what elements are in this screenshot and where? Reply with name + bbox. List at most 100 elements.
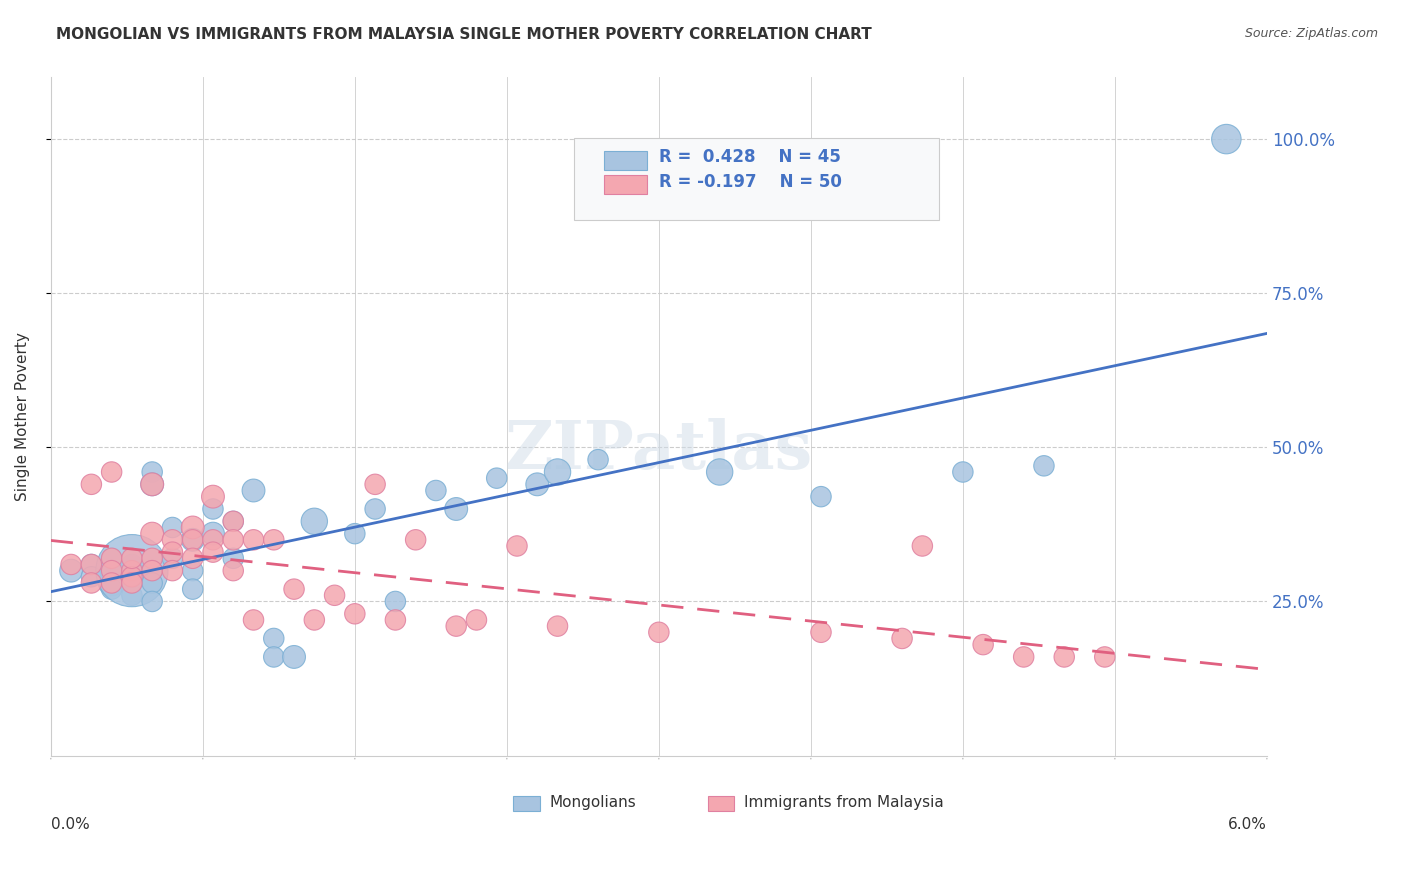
Point <box>141 564 163 578</box>
Point <box>526 477 548 491</box>
Point <box>323 588 346 602</box>
Y-axis label: Single Mother Poverty: Single Mother Poverty <box>15 332 30 501</box>
Point <box>80 558 103 572</box>
Text: R = -0.197    N = 50: R = -0.197 N = 50 <box>659 173 842 191</box>
Point <box>121 570 143 584</box>
Point <box>162 520 184 534</box>
Point <box>201 533 224 547</box>
Point <box>100 551 122 566</box>
Point <box>121 576 143 591</box>
Point <box>709 465 731 479</box>
Text: 0.0%: 0.0% <box>51 816 90 831</box>
Point <box>1094 649 1116 664</box>
Point <box>100 551 122 566</box>
Text: R =  0.428    N = 45: R = 0.428 N = 45 <box>659 148 841 167</box>
Point <box>384 613 406 627</box>
Point <box>181 520 204 534</box>
Text: Source: ZipAtlas.com: Source: ZipAtlas.com <box>1244 27 1378 40</box>
Point <box>485 471 508 485</box>
Point <box>263 533 285 547</box>
FancyBboxPatch shape <box>707 797 734 811</box>
Point <box>222 514 245 528</box>
Point <box>121 564 143 578</box>
Point <box>162 533 184 547</box>
Point <box>405 533 427 547</box>
Point <box>1012 649 1035 664</box>
Point <box>1032 458 1054 473</box>
Point <box>201 502 224 516</box>
Point <box>222 564 245 578</box>
Point <box>141 564 163 578</box>
Point <box>162 551 184 566</box>
Point <box>952 465 974 479</box>
Point <box>100 564 122 578</box>
Point <box>141 551 163 566</box>
Text: 6.0%: 6.0% <box>1227 816 1267 831</box>
Point <box>80 558 103 572</box>
Point <box>364 477 387 491</box>
Point <box>911 539 934 553</box>
Point <box>162 545 184 559</box>
FancyBboxPatch shape <box>513 797 540 811</box>
Point <box>972 638 994 652</box>
Point <box>364 502 387 516</box>
Point <box>141 526 163 541</box>
Point <box>181 582 204 596</box>
Point <box>141 594 163 608</box>
Point <box>201 490 224 504</box>
Point <box>100 465 122 479</box>
FancyBboxPatch shape <box>605 151 647 169</box>
Point <box>121 570 143 584</box>
FancyBboxPatch shape <box>574 138 939 219</box>
Point <box>283 582 305 596</box>
Point <box>283 649 305 664</box>
Point <box>121 558 143 572</box>
Point <box>343 607 366 621</box>
Point <box>547 465 569 479</box>
Point <box>60 564 83 578</box>
Point <box>121 564 143 578</box>
Point <box>384 594 406 608</box>
Point <box>181 564 204 578</box>
Point <box>121 551 143 566</box>
Point <box>201 526 224 541</box>
Point <box>465 613 488 627</box>
Point <box>141 576 163 591</box>
Point <box>263 632 285 646</box>
Point <box>80 477 103 491</box>
Point <box>141 465 163 479</box>
Point <box>891 632 914 646</box>
Point <box>444 619 467 633</box>
Point <box>141 477 163 491</box>
Point <box>810 625 832 640</box>
Point <box>1215 132 1237 146</box>
Text: ZIPatlas: ZIPatlas <box>505 418 813 483</box>
Point <box>121 588 143 602</box>
Point <box>162 564 184 578</box>
Point <box>80 576 103 591</box>
Point <box>100 576 122 591</box>
Point <box>547 619 569 633</box>
Point <box>80 570 103 584</box>
Point <box>181 533 204 547</box>
Point <box>263 649 285 664</box>
Point <box>100 576 122 591</box>
Point <box>222 551 245 566</box>
Point <box>586 452 609 467</box>
Point <box>810 490 832 504</box>
Point <box>60 558 83 572</box>
Point <box>343 526 366 541</box>
Point <box>304 613 326 627</box>
Text: Immigrants from Malaysia: Immigrants from Malaysia <box>744 795 943 810</box>
Text: Mongolians: Mongolians <box>550 795 636 810</box>
Point <box>648 625 671 640</box>
Point <box>100 564 122 578</box>
Point <box>181 551 204 566</box>
Point <box>444 502 467 516</box>
Point <box>222 514 245 528</box>
FancyBboxPatch shape <box>605 175 647 194</box>
Point <box>242 483 264 498</box>
Point <box>304 514 326 528</box>
Point <box>141 477 163 491</box>
Point <box>181 533 204 547</box>
